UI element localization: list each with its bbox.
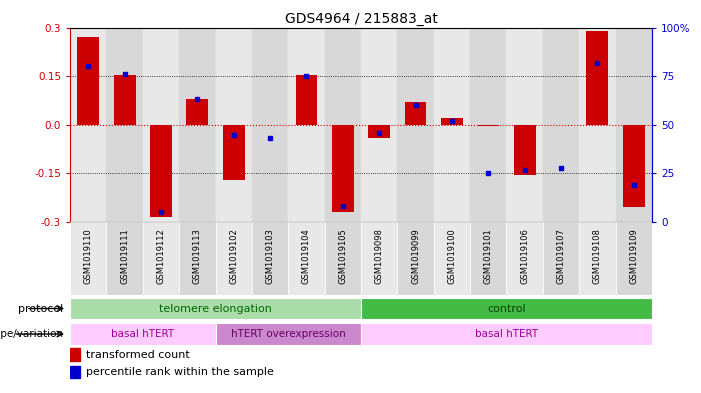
- Bar: [179, 28, 216, 222]
- Text: GSM1019108: GSM1019108: [593, 228, 602, 284]
- Bar: [252, 222, 288, 295]
- Bar: [361, 28, 397, 222]
- Text: hTERT overexpression: hTERT overexpression: [231, 329, 346, 339]
- Bar: [514, 125, 536, 175]
- Bar: [615, 222, 652, 295]
- Bar: [361, 222, 397, 295]
- Bar: [397, 222, 434, 295]
- Bar: [506, 28, 543, 222]
- Bar: [143, 222, 179, 295]
- Text: GSM1019102: GSM1019102: [229, 228, 238, 284]
- Bar: [70, 298, 361, 319]
- Text: GSM1019100: GSM1019100: [447, 228, 456, 284]
- Bar: [70, 222, 107, 295]
- Bar: [543, 222, 579, 295]
- Bar: [622, 125, 645, 208]
- Bar: [107, 28, 143, 222]
- Bar: [216, 222, 252, 295]
- Bar: [325, 222, 361, 295]
- Text: GSM1019098: GSM1019098: [375, 228, 383, 284]
- Text: GSM1019103: GSM1019103: [266, 228, 275, 284]
- Bar: [404, 102, 426, 125]
- Text: telomere elongation: telomere elongation: [159, 303, 272, 314]
- Text: GSM1019109: GSM1019109: [629, 228, 638, 284]
- Bar: [179, 222, 216, 295]
- Bar: [216, 323, 361, 345]
- Text: GSM1019112: GSM1019112: [156, 228, 165, 284]
- Bar: [434, 28, 470, 222]
- Text: GSM1019106: GSM1019106: [520, 228, 529, 284]
- Bar: [434, 222, 470, 295]
- Bar: [288, 222, 325, 295]
- Bar: [252, 28, 288, 222]
- Bar: [150, 125, 172, 217]
- Bar: [361, 323, 652, 345]
- Bar: [579, 28, 615, 222]
- Bar: [77, 37, 100, 125]
- Text: GSM1019111: GSM1019111: [120, 228, 129, 284]
- Bar: [325, 28, 361, 222]
- Bar: [216, 28, 252, 222]
- Bar: [223, 125, 245, 180]
- Text: control: control: [487, 303, 526, 314]
- Text: protocol: protocol: [18, 303, 63, 314]
- Bar: [70, 28, 107, 222]
- Text: GSM1019105: GSM1019105: [339, 228, 347, 284]
- Bar: [107, 222, 143, 295]
- Bar: [114, 75, 135, 125]
- Text: GSM1019110: GSM1019110: [84, 228, 93, 284]
- Bar: [70, 366, 81, 378]
- Bar: [615, 28, 652, 222]
- Bar: [579, 222, 615, 295]
- Bar: [477, 125, 499, 127]
- Bar: [361, 298, 652, 319]
- Bar: [70, 348, 81, 361]
- Text: GSM1019113: GSM1019113: [193, 228, 202, 284]
- Bar: [587, 31, 608, 125]
- Bar: [543, 28, 579, 222]
- Bar: [332, 125, 354, 212]
- Text: GSM1019101: GSM1019101: [484, 228, 493, 284]
- Title: GDS4964 / 215883_at: GDS4964 / 215883_at: [285, 13, 437, 26]
- Bar: [441, 118, 463, 125]
- Bar: [288, 28, 325, 222]
- Text: GSM1019099: GSM1019099: [411, 228, 420, 284]
- Bar: [186, 99, 208, 125]
- Text: GSM1019107: GSM1019107: [557, 228, 566, 284]
- Bar: [70, 323, 216, 345]
- Bar: [368, 125, 390, 138]
- Text: percentile rank within the sample: percentile rank within the sample: [86, 367, 274, 377]
- Text: transformed count: transformed count: [86, 350, 190, 360]
- Bar: [470, 28, 506, 222]
- Bar: [296, 75, 318, 125]
- Bar: [397, 28, 434, 222]
- Bar: [143, 28, 179, 222]
- Text: basal hTERT: basal hTERT: [111, 329, 175, 339]
- Text: basal hTERT: basal hTERT: [475, 329, 538, 339]
- Bar: [470, 222, 506, 295]
- Bar: [506, 222, 543, 295]
- Text: genotype/variation: genotype/variation: [0, 329, 63, 339]
- Text: GSM1019104: GSM1019104: [302, 228, 311, 284]
